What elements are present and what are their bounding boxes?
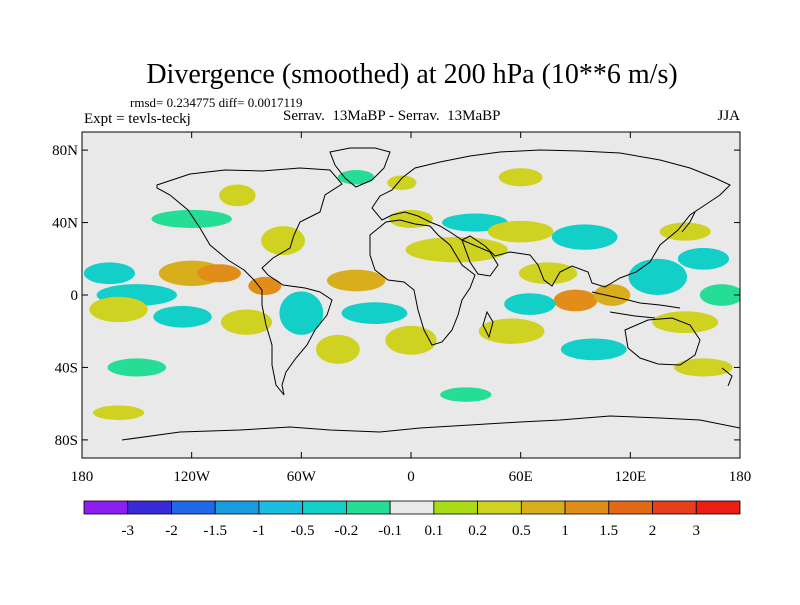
colorbar-swatch-13	[652, 500, 697, 515]
coastline-antarctica	[121, 415, 740, 441]
coastline-madagascar	[482, 310, 494, 339]
y-tick-label-0: 80N	[52, 143, 78, 159]
colorbar-label-5: -0.2	[335, 523, 359, 539]
colorbar-label-1: -2	[165, 523, 178, 539]
season-label: JJA	[717, 108, 740, 124]
colorbar-label-11: 1.5	[599, 523, 618, 539]
contour-region-29	[560, 338, 627, 361]
colorbar-label-3: -1	[253, 523, 266, 539]
comparison-label: Serrav. 13MaBP - Serrav. 13MaBP	[283, 108, 500, 124]
colorbar-label-0: -3	[121, 523, 134, 539]
contour-region-37	[337, 170, 375, 185]
contour-region-8	[279, 291, 324, 335]
x-tick-label-4: 60E	[509, 469, 533, 485]
contour-region-36	[498, 168, 543, 187]
y-axis: 80N 40N 0 40S 80S	[52, 143, 740, 449]
colorbar-swatch-2	[171, 500, 216, 515]
colorbar-label-7: 0.1	[424, 523, 443, 539]
contour-region-28	[478, 318, 545, 344]
x-axis: 180 120W 60W 0 60E 120E 180	[71, 132, 752, 485]
colorbar-label-9: 0.5	[512, 523, 531, 539]
contour-region-32	[674, 358, 733, 377]
colorbar-swatch-5	[302, 500, 347, 515]
contour-region-16	[405, 237, 508, 263]
x-tick-label-5: 120E	[614, 469, 646, 485]
contour-region-26	[659, 222, 711, 241]
colorbar-swatch-0	[83, 500, 129, 515]
contour-region-24	[628, 258, 687, 295]
coastline-americas	[156, 167, 343, 396]
coastline-australia	[624, 317, 701, 366]
contour-region-9	[261, 226, 305, 256]
colorbar-swatch-14	[695, 500, 741, 515]
y-tick-label-3: 40S	[55, 360, 78, 376]
contour-fill-layer	[83, 168, 740, 420]
colorbar-swatch-1	[127, 500, 172, 515]
colorbar-label-4: -0.5	[291, 523, 315, 539]
contour-region-35	[440, 387, 492, 402]
contour-region-20	[551, 224, 618, 250]
coastline-indonesia	[591, 291, 681, 319]
y-tick-label-2: 0	[71, 288, 79, 304]
contour-region-23	[593, 284, 631, 306]
contour-region-7	[220, 309, 273, 335]
coastline-africa	[369, 219, 476, 346]
contour-region-0	[83, 262, 136, 285]
contour-region-19	[487, 220, 554, 243]
colorbar-swatch-3	[214, 500, 260, 515]
colorbar-swatch-8	[433, 500, 479, 515]
colorbar-swatch-4	[258, 500, 304, 515]
colorbar-swatch-6	[345, 500, 391, 515]
colorbar-label-2: -1.5	[203, 523, 227, 539]
colorbar-label-8: 0.2	[468, 523, 487, 539]
y-tick-label-4: 80S	[55, 433, 78, 449]
contour-region-11	[219, 184, 256, 207]
coastline-greenland	[329, 147, 391, 188]
colorbar-label-10: 1	[561, 523, 569, 539]
colorbar: -3 -2 -1.5 -1 -0.5 -0.2 -0.1 0.1 0.2 0.5 1 1.5 2 3	[83, 500, 741, 539]
stats-line: rmsd= 0.234775 diff= 0.0017119	[130, 95, 302, 110]
contour-region-34	[92, 405, 145, 420]
x-tick-label-3: 0	[407, 469, 415, 485]
colorbar-swatch-10	[520, 500, 566, 515]
contour-region-12	[326, 269, 386, 292]
contour-region-22	[553, 289, 598, 312]
contour-region-27	[504, 293, 556, 315]
experiment-label: Expt = tevls-teckj	[84, 111, 191, 127]
contour-region-2	[89, 296, 148, 323]
coastline-newzealand	[721, 367, 733, 387]
contour-region-6	[153, 305, 212, 328]
x-tick-label-0: 180	[71, 469, 94, 485]
colorbar-label-6: -0.1	[378, 523, 402, 539]
colorbar-swatch-11	[564, 500, 610, 515]
contour-region-31	[699, 284, 740, 306]
y-tick-label-1: 40N	[52, 216, 78, 232]
contour-region-13	[341, 302, 408, 324]
contour-region-14	[315, 334, 360, 364]
contour-region-5	[248, 276, 282, 296]
contour-region-30	[652, 311, 719, 334]
contour-region-21	[518, 262, 578, 285]
x-tick-label-1: 120W	[173, 469, 211, 485]
colorbar-label-13: 3	[693, 523, 701, 539]
contour-region-33	[107, 358, 167, 377]
coastline-arabia	[461, 239, 499, 277]
colorbar-swatch-12	[608, 500, 653, 515]
colorbar-swatch-7	[389, 500, 435, 515]
colorbar-swatch-9	[477, 500, 522, 515]
contour-region-25	[677, 247, 730, 270]
x-tick-label-2: 60W	[287, 469, 317, 485]
coastline-japan	[681, 211, 696, 233]
contour-region-4	[197, 264, 242, 283]
contour-region-15	[385, 325, 437, 355]
coastline-layer	[121, 147, 740, 441]
colorbar-label-12: 2	[649, 523, 657, 539]
coastline-eurasia	[371, 149, 731, 288]
chart-title: Divergence (smoothed) at 200 hPa (10**6 …	[146, 59, 677, 90]
contour-region-10	[151, 209, 232, 228]
contour-region-18	[389, 209, 433, 228]
x-tick-label-6: 180	[729, 469, 752, 485]
